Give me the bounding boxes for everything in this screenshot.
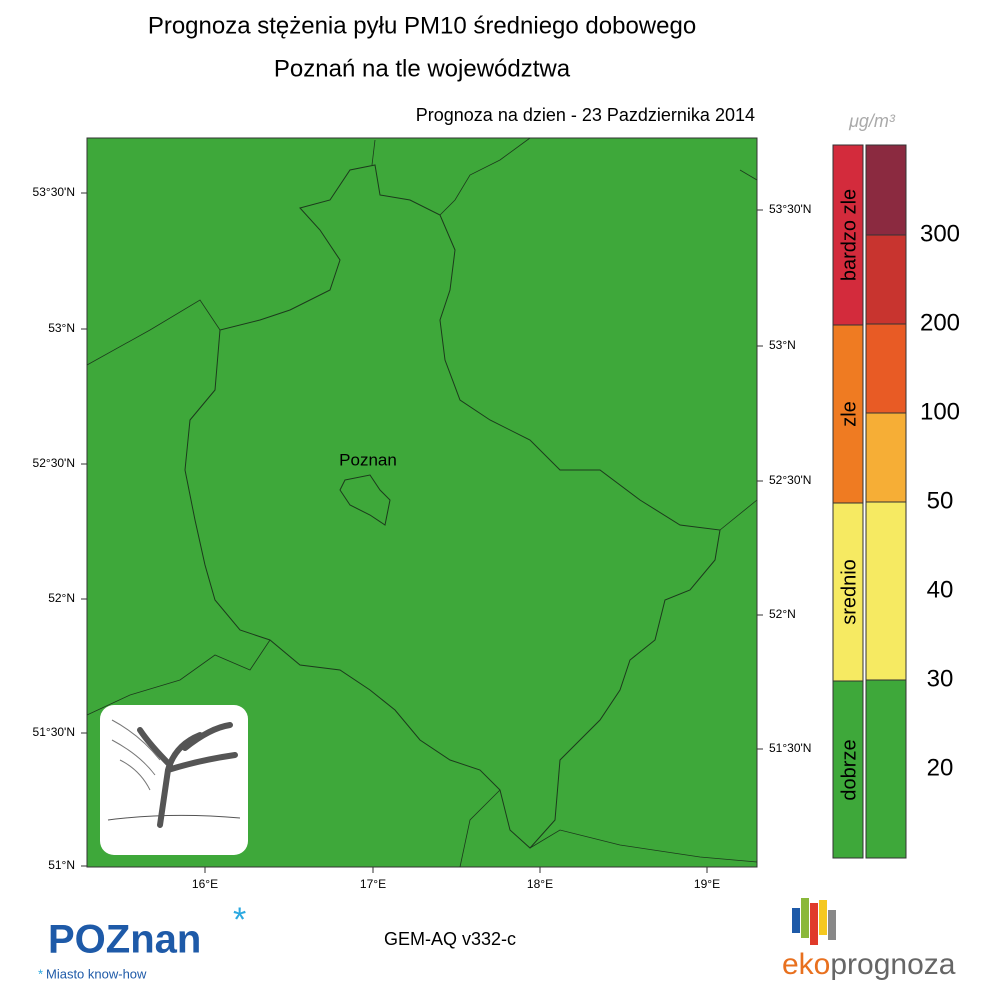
map: Poznan 53°30'N 53°N 52°30'N 52°N 51°30'N 51°N… bbox=[33, 137, 811, 891]
level-band bbox=[865, 679, 907, 859]
forecast-date: Prognoza na dzien - 23 Pazdziernika 2014 bbox=[416, 105, 755, 125]
category-band bbox=[832, 680, 864, 859]
model-label: GEM-AQ v332-c bbox=[384, 929, 516, 949]
level-band bbox=[865, 144, 907, 236]
category-band bbox=[832, 502, 864, 682]
lon-label: 16°E bbox=[192, 877, 218, 891]
lat-label: 52°N bbox=[769, 607, 796, 621]
level-label: 20 bbox=[927, 754, 954, 781]
lat-label: 53°N bbox=[769, 338, 796, 352]
category-label: srednio bbox=[838, 559, 860, 625]
logo-ekoprognoza: ekoprognoza bbox=[782, 948, 956, 981]
level-label: 30 bbox=[927, 665, 954, 692]
title-line1: Prognoza stężenia pyłu PM10 średniego do… bbox=[148, 12, 696, 39]
category-label: bardzo zle bbox=[838, 189, 860, 281]
logo-poznan: POZnan bbox=[48, 918, 201, 962]
level-band bbox=[865, 501, 907, 681]
level-band bbox=[865, 234, 907, 325]
neighbour-borders bbox=[86, 137, 758, 868]
level-label: 100 bbox=[920, 398, 960, 425]
logo-asterisk-small: * bbox=[38, 966, 43, 981]
ekoprognoza-icon bbox=[792, 898, 836, 945]
category-band bbox=[832, 144, 864, 326]
lat-label: 52°30'N bbox=[769, 473, 811, 487]
legend-unit: μg/m³ bbox=[848, 111, 896, 131]
logo-eko: eko bbox=[782, 948, 830, 981]
level-band bbox=[865, 412, 907, 503]
city-label: Poznan bbox=[339, 450, 397, 469]
logo-tagline: Miasto know-how bbox=[46, 966, 147, 981]
lat-label: 52°N bbox=[48, 591, 75, 605]
region-border bbox=[184, 164, 721, 849]
legend: μg/m³ bardzo zle zle srednio dobrze 300 200 10… bbox=[832, 111, 960, 859]
category-label: dobrze bbox=[838, 739, 860, 800]
level-label: 50 bbox=[927, 487, 954, 514]
title-line2: Poznań na tle województwa bbox=[274, 55, 571, 82]
lon-label: 19°E bbox=[694, 877, 720, 891]
lat-label: 53°30'N bbox=[33, 185, 75, 199]
lat-label: 53°N bbox=[48, 321, 75, 335]
lon-label: 17°E bbox=[360, 877, 386, 891]
lat-label: 51°30'N bbox=[769, 741, 811, 755]
level-label: 40 bbox=[927, 576, 954, 603]
city-border bbox=[339, 474, 391, 526]
level-band bbox=[865, 323, 907, 414]
lon-label: 18°E bbox=[527, 877, 553, 891]
logo-asterisk: * bbox=[233, 901, 246, 939]
lat-label: 51°N bbox=[48, 858, 75, 872]
category-label: zle bbox=[838, 401, 860, 427]
category-band bbox=[832, 324, 864, 504]
lat-label: 53°30'N bbox=[769, 202, 811, 216]
wind-logo bbox=[100, 705, 248, 855]
lat-label: 52°30'N bbox=[33, 456, 75, 470]
level-label: 200 bbox=[920, 309, 960, 336]
logo-prognoza: prognoza bbox=[830, 948, 955, 981]
level-label: 300 bbox=[920, 220, 960, 247]
lat-label: 51°30'N bbox=[33, 725, 75, 739]
